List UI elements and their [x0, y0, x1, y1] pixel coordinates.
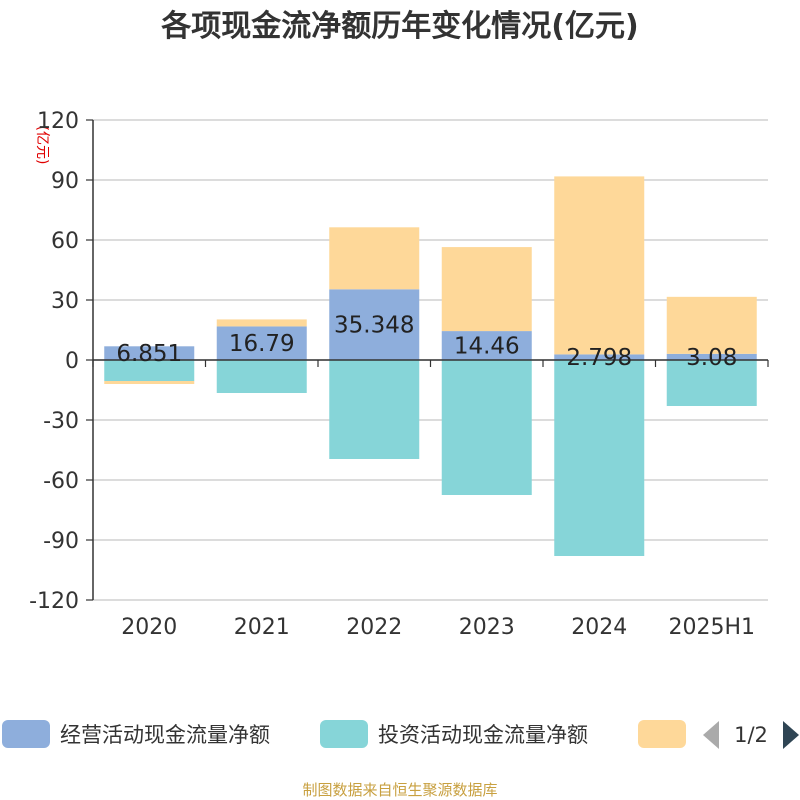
- bar-2025H1-series1: [666, 360, 757, 406]
- bar-2024-series0: [554, 354, 645, 360]
- x-tick-label: 2023: [459, 615, 515, 640]
- bar-2020-series0: [104, 346, 195, 360]
- x-tick-label: 2022: [346, 615, 402, 640]
- bar-2021-series1: [216, 360, 307, 393]
- bar-2021-series2: [216, 319, 307, 327]
- source-note: 制图数据来自恒生聚源数据库: [302, 781, 497, 799]
- legend-next-icon[interactable]: [783, 721, 799, 749]
- bar-2022-series1: [329, 360, 420, 459]
- data-label: 6.851: [116, 341, 182, 367]
- bar-2023-series2: [441, 247, 532, 332]
- y-tick-label: 30: [51, 289, 79, 314]
- bar-2024-series1: [554, 360, 645, 556]
- y-tick-label: 0: [65, 349, 79, 374]
- legend-label-operating: 经营活动现金流量净额: [60, 723, 270, 747]
- legend-swatch-third: [638, 720, 686, 748]
- data-labels: 6.851 16.79 35.348 14.46 2.798 3.08: [116, 313, 737, 372]
- legend-swatch-investing: [320, 720, 368, 748]
- y-tick-label: 120: [37, 109, 79, 134]
- y-axis-ticks: 120 90 60 30 0 -30 -60 -90 -120: [29, 109, 93, 614]
- y-tick-label: 60: [51, 229, 79, 254]
- y-tick-label: -30: [43, 409, 79, 434]
- x-tick-label: 2021: [234, 615, 290, 640]
- y-axis-unit: (亿元): [34, 126, 50, 165]
- bar-2025H1-series2: [666, 296, 757, 354]
- legend-page-indicator: 1/2: [734, 723, 768, 747]
- bar-2025H1-series0: [666, 353, 757, 360]
- y-tick-label: -90: [43, 529, 79, 554]
- chart-title: 各项现金流净额历年变化情况(亿元): [160, 9, 638, 44]
- data-label: 16.79: [229, 331, 295, 357]
- bar-2023-series0: [441, 331, 532, 360]
- x-tick-label: 2025H1: [668, 615, 755, 640]
- bar-2020-series1: [104, 360, 195, 381]
- data-label: 2.798: [566, 345, 632, 371]
- legend: 经营活动现金流量净额 投资活动现金流量净额 1/2: [2, 720, 799, 749]
- y-tick-label: 90: [51, 169, 79, 194]
- legend-label-investing: 投资活动现金流量净额: [378, 723, 588, 747]
- bar-2020-series2: [104, 381, 195, 384]
- data-label: 35.348: [334, 313, 414, 339]
- bar-2021-series0: [216, 326, 307, 360]
- y-tick-label: -60: [43, 469, 79, 494]
- data-label: 3.08: [686, 345, 737, 371]
- axes: [92, 120, 769, 600]
- data-label: 14.46: [454, 334, 520, 360]
- bar-2023-series1: [441, 360, 532, 495]
- x-tick-label: 2020: [121, 615, 177, 640]
- y-tick-label: -120: [29, 589, 79, 614]
- bar-2022-series0: [329, 289, 420, 360]
- bar-2022-series2: [329, 227, 420, 290]
- x-tick-label: 2024: [571, 615, 627, 640]
- bar-2024-series2: [554, 176, 645, 355]
- legend-swatch-operating: [2, 720, 50, 748]
- bars: [104, 176, 757, 556]
- x-axis-ticks: 2020 2021 2022 2023 2024 2025H1: [121, 615, 755, 640]
- legend-prev-icon[interactable]: [703, 721, 719, 749]
